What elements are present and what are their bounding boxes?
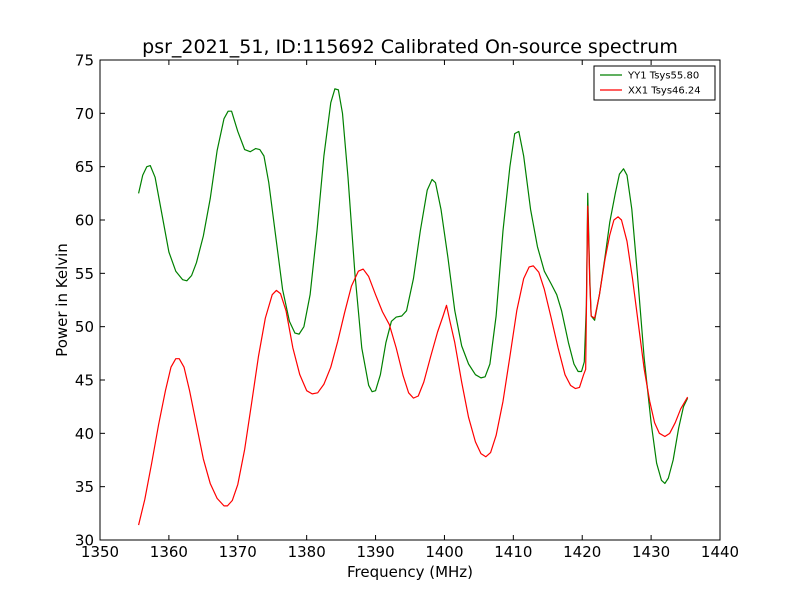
x-tick-label: 1440: [701, 543, 739, 561]
x-axis-label: Frequency (MHz): [347, 563, 473, 581]
y-axis-label: Power in Kelvin: [53, 243, 71, 357]
legend: YY1 Tsys55.80 XX1 Tsys46.24: [593, 65, 716, 101]
legend-label-yy1: YY1 Tsys55.80: [627, 71, 699, 82]
x-tick-label: 1390: [356, 543, 394, 561]
x-tick-label: 1360: [150, 543, 188, 561]
x-tick-label: 1430: [632, 543, 670, 561]
legend-label-xx1: XX1 Tsys46.24: [628, 86, 701, 97]
y-tick-label: 50: [75, 318, 94, 336]
y-tick-label: 70: [75, 105, 94, 123]
x-tick-label: 1380: [288, 543, 326, 561]
y-tick-label: 45: [75, 372, 94, 390]
series-layer: [137, 88, 689, 526]
ticks-layer: 1350 1360 1370 1380 1390 1400 1410 1420 1430 1440…: [75, 52, 739, 562]
y-tick-label: 55: [75, 265, 94, 283]
y-tick-label: 60: [75, 212, 94, 230]
y-tick-label: 75: [75, 52, 94, 70]
legend-box: [593, 65, 716, 101]
series-line-xx1: [137, 205, 689, 526]
y-tick-label: 35: [75, 478, 94, 496]
x-tick-label: 1420: [563, 543, 601, 561]
x-tick-label: 1350: [81, 543, 119, 561]
plot-area: [100, 60, 720, 540]
chart-title: psr_2021_51, ID:115692 Calibrated On-sou…: [142, 36, 678, 58]
y-tick-label: 65: [75, 158, 94, 176]
x-tick-label: 1370: [219, 543, 257, 561]
x-tick-label: 1400: [425, 543, 463, 561]
y-tick-label: 40: [75, 425, 94, 443]
plot-frame: [99, 59, 721, 541]
y-tick-label: 30: [75, 532, 94, 550]
x-tick-label: 1410: [494, 543, 532, 561]
